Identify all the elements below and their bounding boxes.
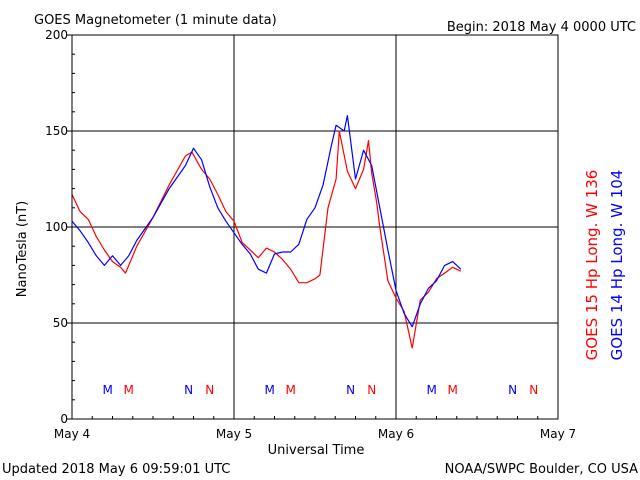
series-lines <box>71 114 462 349</box>
time-marker: N <box>367 383 376 397</box>
time-marker: M <box>286 383 296 397</box>
chart-title: GOES Magnetometer (1 minute data) <box>34 13 277 28</box>
begin-label: Begin: 2018 May 4 0000 UTC <box>447 20 636 35</box>
legend: GOES 15 Hp Long. W 136 GOES 14 Hp Long. W… <box>583 170 626 361</box>
y-tick-label: 150 <box>45 124 68 138</box>
x-tick-label: May 5 <box>216 427 252 441</box>
time-marker: M <box>102 383 112 397</box>
legend-entry: GOES 15 Hp Long. W 136 <box>583 170 601 361</box>
legend-entry: GOES 14 Hp Long. W 104 <box>608 170 626 361</box>
time-marker: N <box>184 383 193 397</box>
x-tick-label: May 7 <box>540 427 576 441</box>
time-marker: N <box>508 383 517 397</box>
series-line-goes14 <box>71 114 462 328</box>
plot-frame <box>71 34 559 420</box>
time-marker: M <box>448 383 458 397</box>
grid <box>72 35 558 419</box>
y-tick-label: 50 <box>53 316 68 330</box>
mn-markers: M N M N M NM N M N M N <box>102 383 538 397</box>
y-axis-label: NanoTesla (nT) <box>15 201 30 297</box>
y-tick-label: 200 <box>45 28 68 42</box>
updated-label: Updated 2018 May 6 09:59:01 UTC <box>2 462 230 477</box>
time-marker: M <box>426 383 436 397</box>
time-marker: N <box>346 383 355 397</box>
time-marker: N <box>529 383 538 397</box>
axis-ticks: 0 50 100 150 200 May 4 May 5 May 6 May 7 <box>45 28 576 441</box>
time-marker: N <box>205 383 214 397</box>
time-marker: M <box>264 383 274 397</box>
time-marker: M <box>124 383 134 397</box>
x-tick-label: May 6 <box>378 427 414 441</box>
y-tick-label: 100 <box>45 220 68 234</box>
series-line-goes15 <box>71 130 462 349</box>
x-tick-label: May 4 <box>54 427 90 441</box>
x-axis-label: Universal Time <box>268 443 365 458</box>
source-label: NOAA/SWPC Boulder, CO USA <box>445 462 638 477</box>
y-tick-label: 0 <box>60 412 68 426</box>
